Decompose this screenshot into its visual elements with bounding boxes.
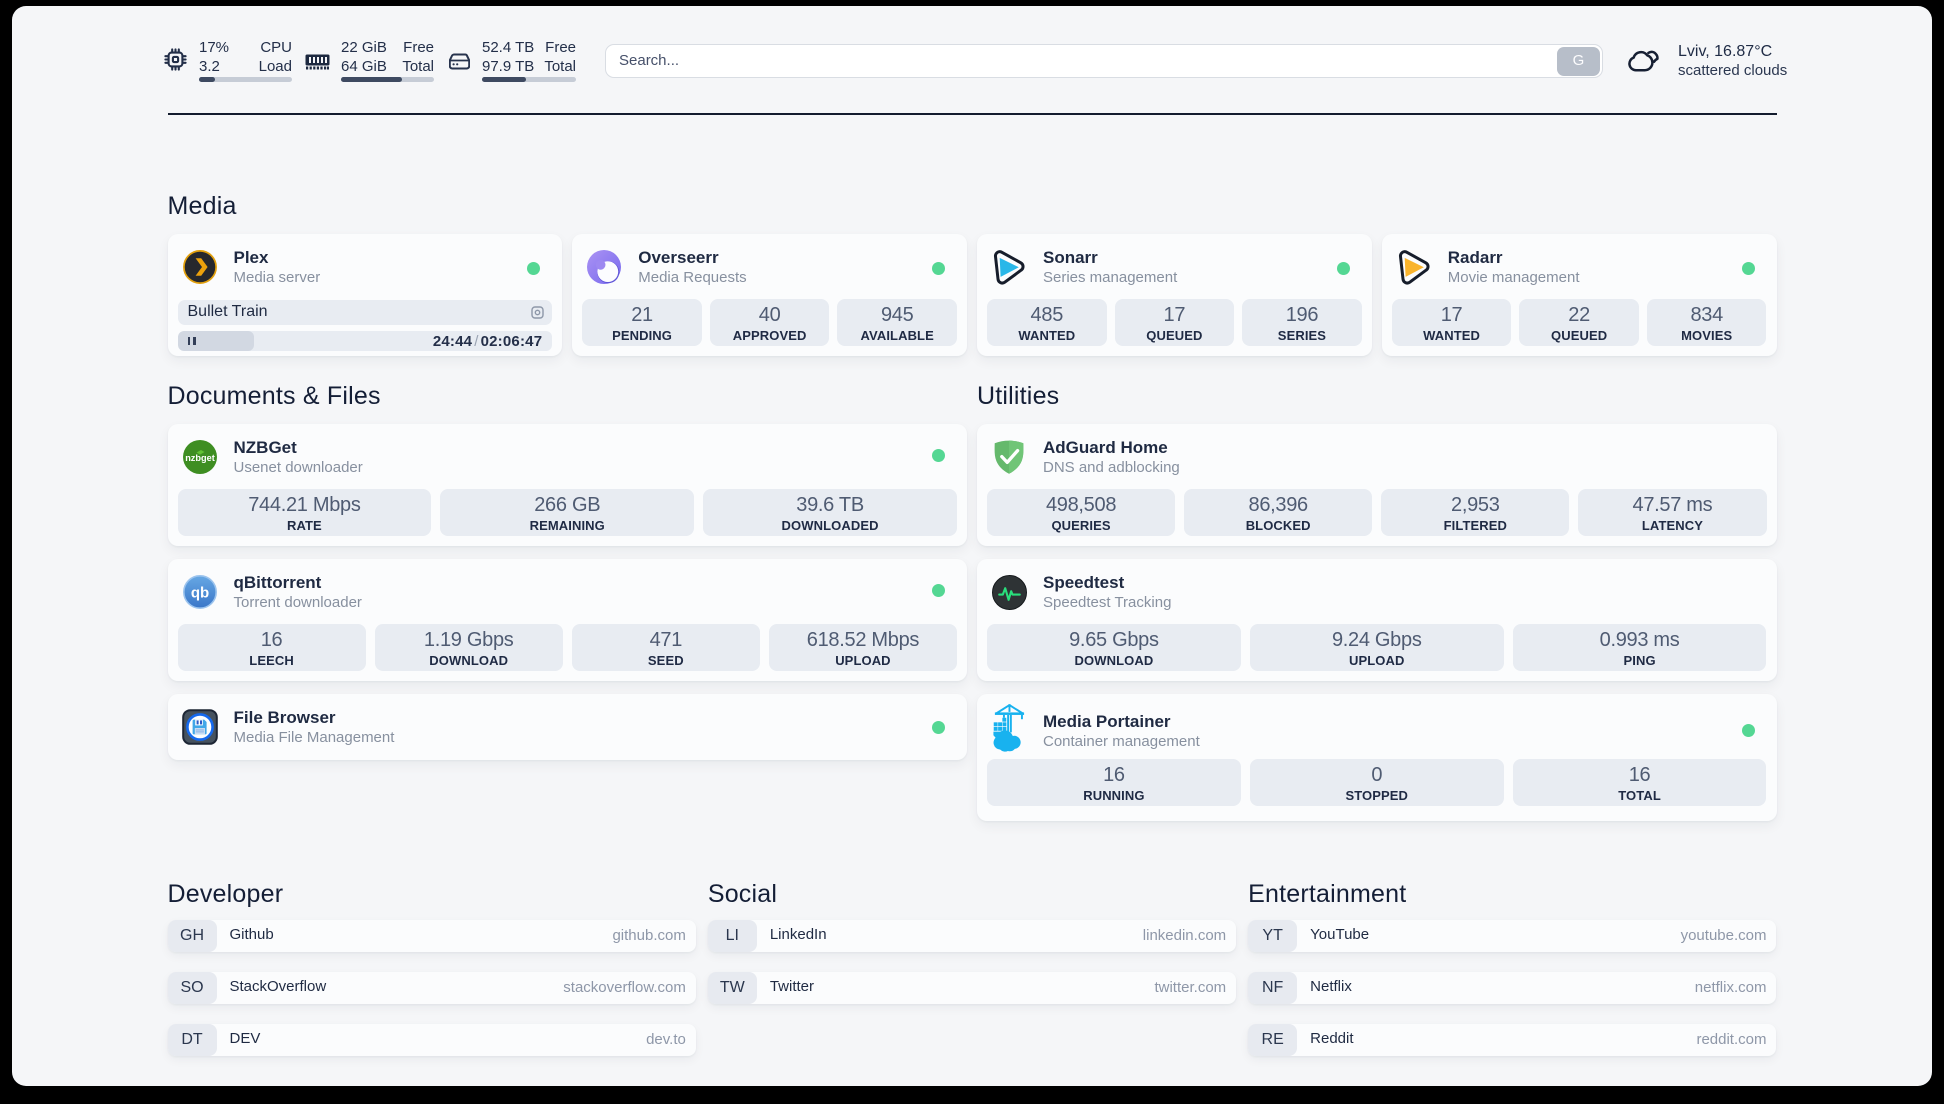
- svg-text:qb: qb: [190, 584, 208, 601]
- svg-text:nzbget: nzbget: [185, 453, 215, 463]
